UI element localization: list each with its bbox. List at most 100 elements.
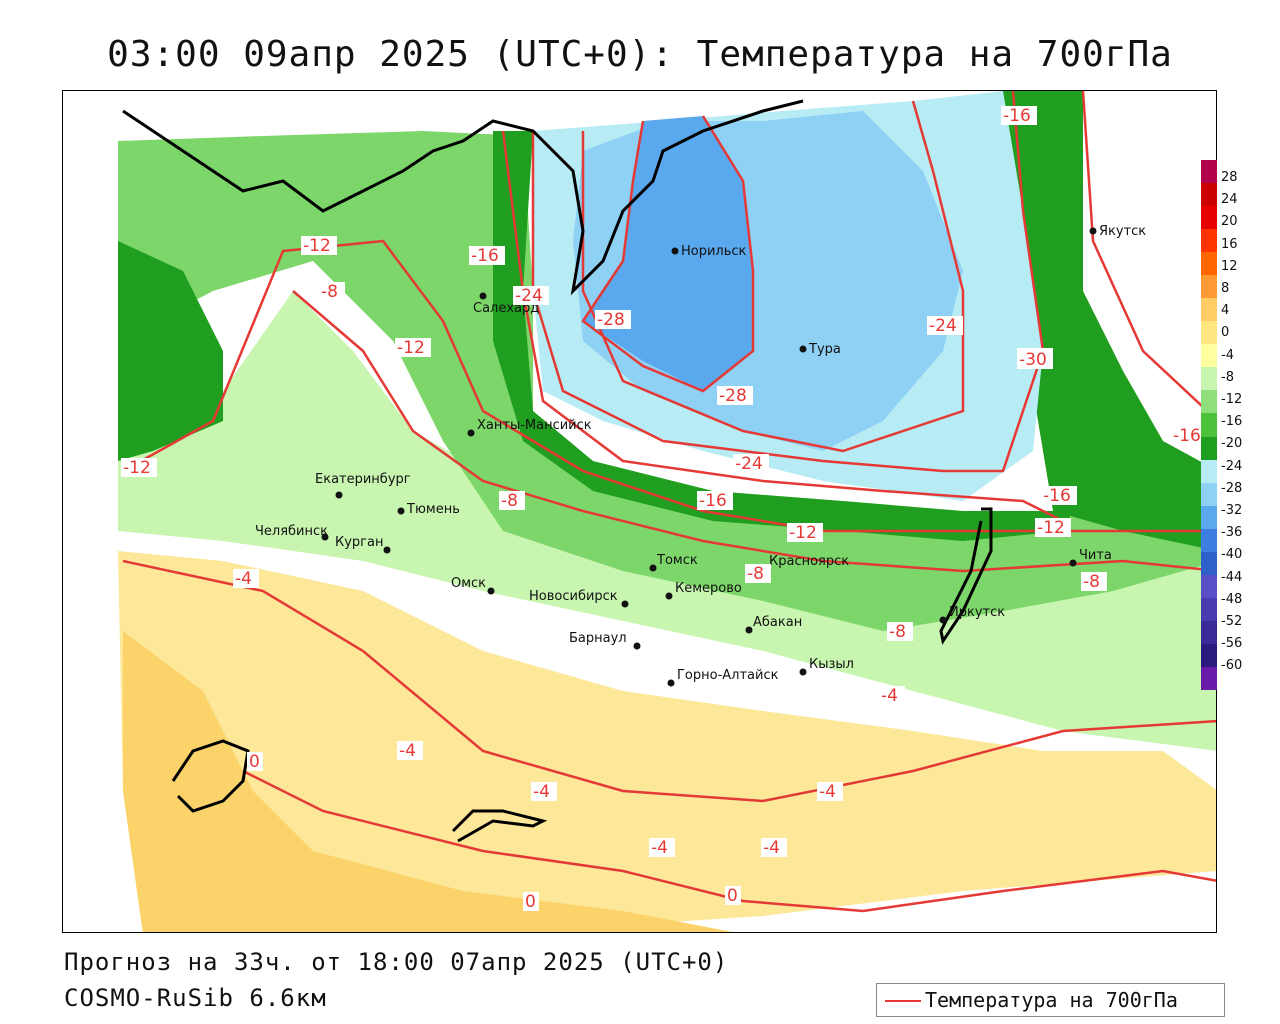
isotherm-label: -8 xyxy=(747,564,764,584)
isotherm-label: -16 xyxy=(1043,486,1071,506)
isotherm-label: -12 xyxy=(397,338,425,358)
color-scale-tick: 20 xyxy=(1221,214,1238,230)
isotherm-label: -30 xyxy=(1019,350,1047,370)
isotherm-line-minus4 xyxy=(122,559,1216,803)
isotherm-label-bg xyxy=(649,838,675,857)
isotherm-label-bg xyxy=(531,782,557,801)
color-scale-tick: -20 xyxy=(1221,436,1243,452)
legend-label: Температура на 700гПа xyxy=(925,988,1178,1012)
map-overlay: СалехардНорильскТураЯкутскХанты-Мансийск… xyxy=(121,106,1207,912)
isotherm-label-bg xyxy=(733,454,769,473)
city-marker xyxy=(487,587,495,595)
city-label: Норильск xyxy=(681,244,747,259)
isotherm-label: -16 xyxy=(471,246,499,266)
isotherm-label: -28 xyxy=(597,310,625,330)
color-scale-segment xyxy=(1201,390,1217,414)
color-scale-tick: -60 xyxy=(1221,658,1243,674)
lake-balkhash xyxy=(451,809,548,843)
city-label: Красноярск xyxy=(769,554,849,569)
isotherm-label-bg xyxy=(247,752,263,771)
city-marker xyxy=(621,600,629,608)
isotherm-label: -4 xyxy=(819,782,836,802)
isotherm-label-bg xyxy=(397,741,423,760)
legend-swatch xyxy=(885,1000,921,1002)
city-marker xyxy=(799,668,807,676)
isotherm-label: -4 xyxy=(235,569,252,589)
isotherm-label-bg xyxy=(1041,486,1077,505)
isotherm-label: -16 xyxy=(699,491,727,511)
city-marker xyxy=(939,616,947,624)
city-label: Якутск xyxy=(1099,224,1146,239)
color-scale-segment xyxy=(1201,620,1217,645)
map-area[interactable]: Салехард Норильск Тура Якутск Ханты-Мансийск… xyxy=(62,90,1217,933)
coastline xyxy=(122,99,804,296)
color-scale-tick: -4 xyxy=(1221,347,1234,363)
isotherm-label: -8 xyxy=(889,622,906,642)
color-scale-tick: -32 xyxy=(1221,503,1243,518)
isotherm-label: -16 xyxy=(1003,106,1031,126)
isotherm-label-bg xyxy=(1081,572,1107,591)
color-scale-segment xyxy=(1201,413,1217,437)
color-scale-tick: 16 xyxy=(1221,236,1238,252)
isotherm-label-bg xyxy=(1035,518,1071,537)
city-marker xyxy=(321,533,329,541)
isotherm-label-bg xyxy=(725,886,741,905)
color-scale-segment xyxy=(1201,482,1217,507)
isotherm-label: -4 xyxy=(881,686,898,706)
isotherm-label-bg xyxy=(301,236,337,255)
city-marker xyxy=(335,491,343,499)
isotherm-label: -4 xyxy=(399,741,416,761)
city-label: Кызыл xyxy=(809,657,854,672)
city-marker xyxy=(467,429,475,437)
isotherm-label: 0 xyxy=(727,886,738,906)
city-marker xyxy=(397,507,405,515)
zone-green xyxy=(118,131,1216,631)
isotherm-label: 0 xyxy=(525,892,536,912)
city-label: Курган xyxy=(335,535,383,550)
color-scale-tick: -48 xyxy=(1221,591,1243,607)
isotherm-label-bg xyxy=(121,458,157,477)
city-marker xyxy=(479,292,487,300)
city-label: Челябинск xyxy=(255,524,328,539)
isotherm-label: -12 xyxy=(123,458,151,478)
city-marker xyxy=(667,679,675,687)
isotherm-label-bg xyxy=(513,286,549,305)
city-label: Новосибирск xyxy=(529,589,618,604)
city-label: Абакан xyxy=(753,615,802,630)
zone-green-dark-east xyxy=(1003,91,1216,551)
isotherm-line-minus8 xyxy=(292,290,1216,573)
city-label: Иркутск xyxy=(949,605,1005,620)
city-marker xyxy=(1089,227,1097,235)
isotherm-line-minus16 xyxy=(501,130,1064,523)
isotherm-label-bg xyxy=(787,523,823,542)
isotherm-label-bg xyxy=(523,892,539,911)
city-marker xyxy=(671,247,679,255)
color-scale-tick: -16 xyxy=(1221,414,1243,430)
color-scale-segment xyxy=(1201,574,1217,599)
city-label: Кемерово xyxy=(675,581,742,596)
color-scale-segment xyxy=(1201,252,1217,276)
isotherm-label-bg xyxy=(717,386,753,405)
city-marker xyxy=(745,626,753,634)
color-scale-segment xyxy=(1201,597,1217,622)
forecast-caption: Прогноз на 33ч. от 18:00 07апр 2025 (UTC… xyxy=(64,948,729,976)
isotherm-label-bg xyxy=(499,491,525,510)
city-label: Горно-Алтайск xyxy=(677,668,779,683)
isotherm-label: -12 xyxy=(789,523,817,543)
color-scale-tick: -40 xyxy=(1221,547,1243,563)
color-scale-segment xyxy=(1201,528,1217,553)
isotherm-label-bg xyxy=(697,491,733,510)
city-label: Барнаул xyxy=(569,631,627,646)
isotherm-label: 0 xyxy=(249,752,260,772)
color-scale-tick: -28 xyxy=(1221,480,1243,496)
isotherm-label-bg xyxy=(887,622,913,641)
city-label: Омск xyxy=(451,576,486,591)
color-scale xyxy=(1201,160,1217,691)
color-scale-segment xyxy=(1201,505,1217,530)
city-marker xyxy=(1069,559,1077,567)
city-label: Томск xyxy=(656,553,698,568)
isotherm-line-0 xyxy=(242,769,1216,913)
isotherm-label-bg xyxy=(1001,106,1037,125)
isotherm-label: -8 xyxy=(1083,572,1100,592)
isotherm-label: -12 xyxy=(303,236,331,256)
